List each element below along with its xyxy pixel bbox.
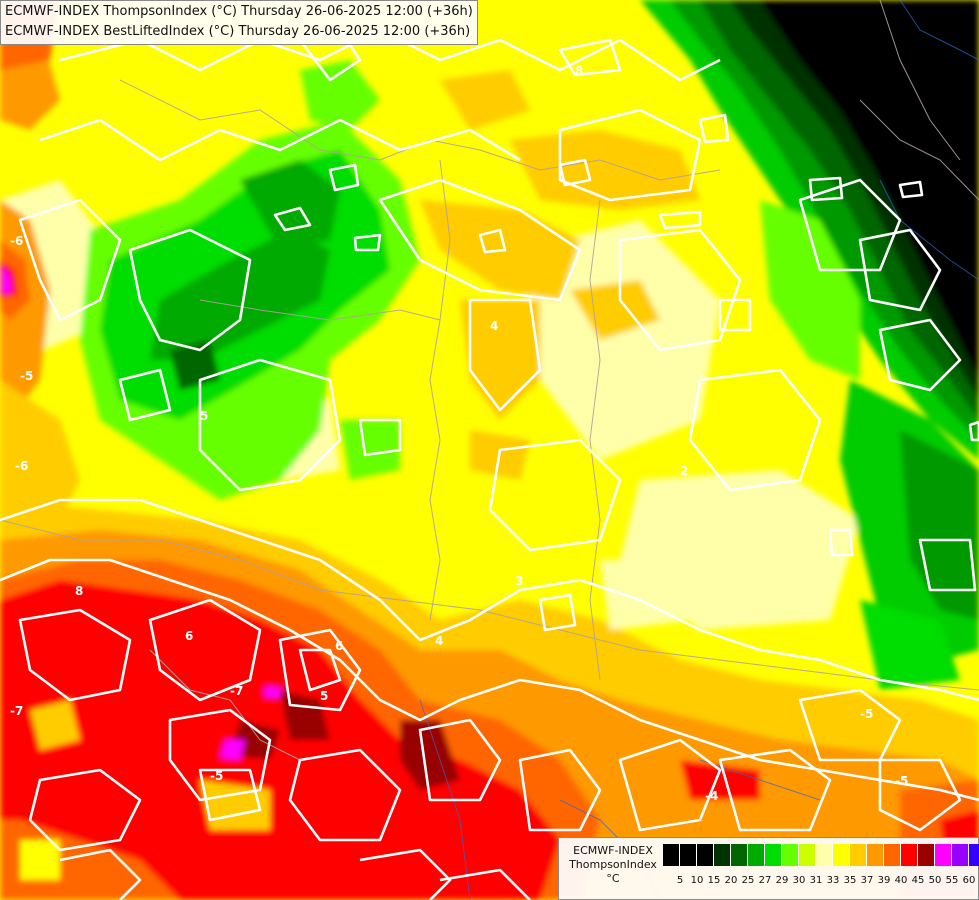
legend-swatch (867, 844, 884, 866)
contour-label: 5 (200, 409, 208, 423)
contour-label: 4 (490, 319, 498, 333)
contour-label: 4 (435, 634, 443, 648)
contour-label: 5 (320, 689, 328, 703)
contour-label: -7 (10, 704, 23, 718)
legend-source: ECMWF-INDEX (573, 844, 653, 857)
legend-tick: 31 (809, 875, 823, 886)
contour-label: -5 (210, 769, 223, 783)
legend-swatch (782, 844, 799, 866)
contour-label: -6 (15, 459, 28, 473)
contour-label: 8 (75, 584, 83, 598)
legend-swatch (663, 844, 680, 866)
contour-label: 3 (515, 574, 523, 588)
legend-tick: 29 (775, 875, 789, 886)
contour-label: -6 (10, 234, 23, 248)
legend-tick: 35 (843, 875, 857, 886)
legend-swatch (816, 844, 833, 866)
legend-tick: 25 (741, 875, 755, 886)
contour-label: 6 (335, 639, 343, 653)
legend-tick: 15 (707, 875, 721, 886)
legend-swatch (748, 844, 765, 866)
country-borders (0, 0, 979, 761)
legend-swatch (680, 844, 697, 866)
contour-label-group: -6 -5 -6 8 6 6 5 -7 -5 -7 4 3 4 5 8 2 -5… (10, 64, 908, 803)
legend-swatch (850, 844, 867, 866)
contour-label: 2 (680, 464, 688, 478)
legend-swatch (833, 844, 850, 866)
legend-parameter: ThompsonIndex (569, 858, 657, 871)
legend-swatch (714, 844, 731, 866)
legend-tick: 55 (945, 875, 959, 886)
legend-title: ECMWF-INDEX ThompsonIndex °C (563, 844, 663, 886)
legend-swatch (952, 844, 969, 866)
lifted-index-title: ECMWF-INDEX BestLiftedIndex (°C) Thursda… (5, 24, 471, 39)
legend-swatch (884, 844, 901, 866)
legend-swatch (969, 844, 979, 866)
legend-tick: 60 (962, 875, 976, 886)
contour-label: 6 (185, 629, 193, 643)
contour-label: -5 (20, 369, 33, 383)
legend-tick-labels: 5 10 15 20 25 27 29 30 31 33 35 37 39 40 45 50 55 60 (663, 874, 976, 888)
contour-label: -4 (705, 789, 718, 803)
legend-swatch (918, 844, 935, 866)
legend-swatch (765, 844, 782, 866)
legend-tick: 20 (724, 875, 738, 886)
contour-label: 8 (575, 64, 583, 78)
contour-label: -5 (895, 774, 908, 788)
legend-swatch (935, 844, 952, 866)
legend-tick: 27 (758, 875, 772, 886)
contour-label: -5 (860, 707, 873, 721)
legend-tick: 30 (792, 875, 806, 886)
legend-tick: 39 (877, 875, 891, 886)
legend-swatch (731, 844, 748, 866)
rivers (419, 0, 979, 900)
legend-swatch (799, 844, 816, 866)
legend-color-scale (663, 844, 979, 866)
color-legend: ECMWF-INDEX ThompsonIndex °C 5 10 15 20 25 27… (558, 837, 979, 900)
contour-label: -7 (230, 684, 243, 698)
legend-tick: 33 (826, 875, 840, 886)
lifted-index-contours (0, 28, 979, 900)
legend-tick: 45 (911, 875, 925, 886)
legend-swatch (901, 844, 918, 866)
thompson-index-title: ECMWF-INDEX ThompsonIndex (°C) Thursday … (5, 4, 473, 19)
legend-tick: 10 (690, 875, 704, 886)
map-title-box: ECMWF-INDEX ThompsonIndex (°C) Thursday … (0, 0, 478, 45)
legend-tick: 37 (860, 875, 874, 886)
legend-swatch (697, 844, 714, 866)
legend-tick: 5 (676, 875, 684, 886)
legend-tick: 40 (894, 875, 908, 886)
legend-tick: 50 (928, 875, 942, 886)
legend-unit: °C (606, 872, 620, 885)
